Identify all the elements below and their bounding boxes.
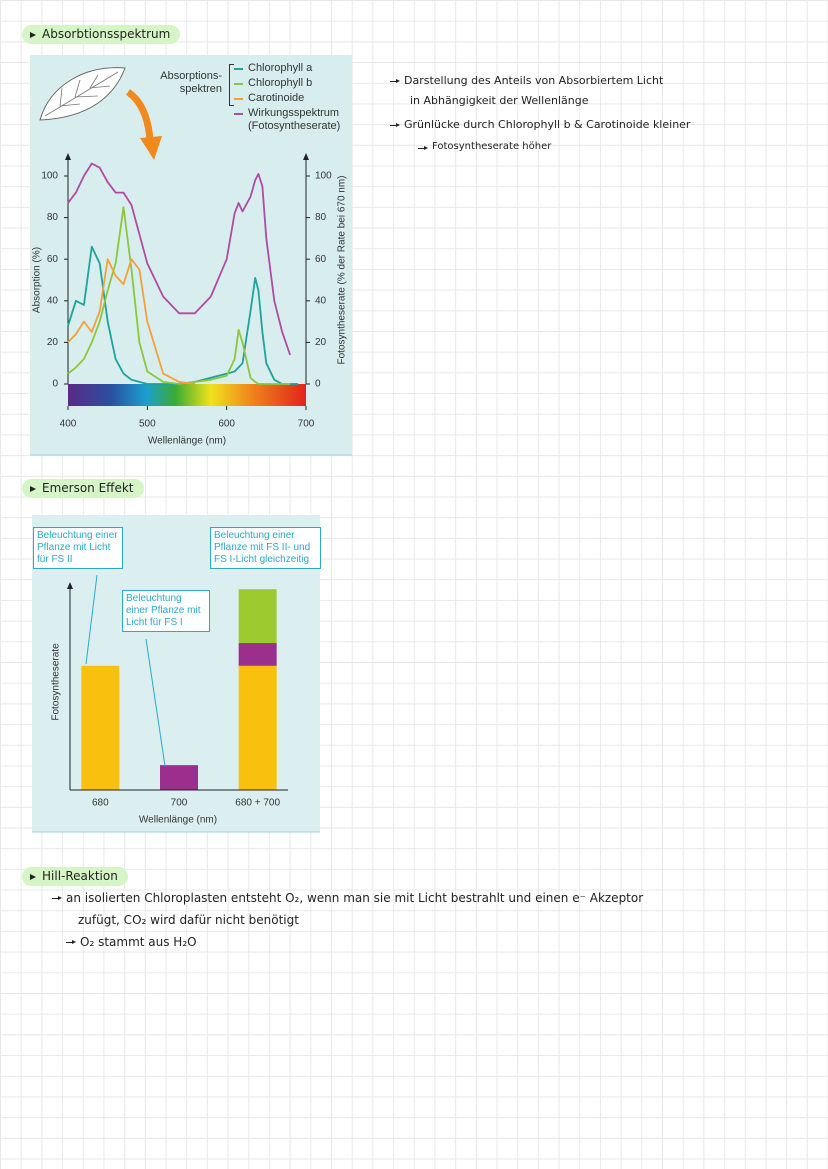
note: an isolierten Chloroplasten entsteht O₂,…: [52, 891, 643, 905]
legend-label: Wirkungsspektrum (Fotosyntheserate): [248, 107, 341, 132]
y2-tick-label: 80: [315, 212, 327, 223]
legend-title: Absorptions-spektren: [140, 70, 222, 96]
legend-label: Chlorophyll b: [248, 77, 313, 89]
series-line: [67, 162, 291, 356]
legend: Chlorophyll a Chlorophyll b Carotinoide Wir…: [230, 62, 350, 135]
x-tick-label: 600: [218, 419, 235, 430]
bar: [238, 589, 277, 644]
leaf-veins: [44, 71, 119, 117]
heading: Emerson Effekt: [22, 479, 144, 498]
x-tick-label: 700: [298, 419, 315, 430]
x-tick-label: 700: [171, 798, 188, 809]
axis-arrow: [65, 153, 71, 160]
note: Grünlücke durch Chlorophyll b & Carotino…: [390, 118, 690, 131]
axis-arrow: [303, 153, 309, 160]
legend-marker: [234, 98, 243, 100]
legend-item: Chlorophyll b: [230, 77, 350, 90]
heading: Absorbtionsspektrum: [22, 25, 181, 44]
y-tick-label: 20: [47, 337, 59, 348]
legend-item: Carotinoide: [230, 92, 350, 105]
y2-tick-label: 0: [315, 379, 321, 390]
y-axis-label: Fotosyntheserate: [51, 643, 62, 721]
callout: Beleuchtung einer Pflanze mit Licht für …: [33, 527, 123, 569]
bar: [238, 665, 277, 790]
y2-tick-label: 20: [315, 337, 327, 348]
bar: [160, 765, 198, 790]
bar: [81, 665, 120, 790]
note: zufügt, CO₂ wird dafür nicht benötigt: [78, 913, 299, 927]
legend-label: Carotinoide: [248, 92, 305, 104]
x-tick-label: 680: [92, 798, 109, 809]
legend-title-line: Absorptions-: [160, 70, 222, 82]
y-tick-label: 100: [41, 171, 58, 182]
legend-marker: [234, 83, 243, 85]
legend-label: Chlorophyll a: [248, 62, 313, 74]
legend-title-line: spektren: [179, 83, 222, 95]
x-axis-label: Wellenlänge (nm): [139, 815, 217, 826]
x-axis-label: Wellenlänge (nm): [148, 436, 226, 447]
legend-bracket: [229, 64, 234, 106]
y-axis-label: Absorption (%): [32, 247, 43, 313]
arrow-head: [140, 136, 162, 160]
note: Darstellung des Anteils von Absorbiertem…: [390, 74, 663, 87]
callout: Beleuchtung einer Pflanze mit Licht für …: [122, 590, 210, 632]
series-line: [67, 206, 291, 385]
callout-line: [145, 638, 166, 767]
y-tick-label: 80: [47, 212, 59, 223]
legend-marker: [234, 113, 243, 115]
spectrum-band: [68, 384, 306, 406]
axis-arrow: [67, 582, 73, 589]
legend-marker: [234, 68, 243, 70]
y2-axis-label: Fotosyntheserate (% der Rate bei 670 nm): [337, 176, 348, 365]
legend-item: Chlorophyll a: [230, 62, 350, 75]
series-line: [67, 258, 196, 385]
note: Fotosyntheserate höher: [418, 141, 551, 152]
x-tick-label: 680 + 700: [235, 798, 280, 809]
y-tick-label: 0: [52, 379, 58, 390]
y2-tick-label: 40: [315, 295, 327, 306]
callout-line: [85, 574, 98, 665]
bar: [238, 643, 277, 666]
y2-tick-label: 100: [315, 171, 332, 182]
y-tick-label: 40: [47, 295, 59, 306]
x-tick-label: 500: [139, 419, 156, 430]
note: in Abhängigkeit der Wellenlänge: [410, 94, 589, 107]
y2-tick-label: 60: [315, 254, 327, 265]
y-tick-label: 60: [47, 254, 59, 265]
heading: Hill-Reaktion: [22, 867, 128, 886]
note: O₂ stammt aus H₂O: [66, 935, 197, 949]
arrow: [125, 89, 154, 141]
legend-item: Wirkungsspektrum (Fotosyntheserate): [230, 107, 350, 133]
x-tick-label: 400: [60, 419, 77, 430]
series-line: [67, 245, 299, 385]
callout: Beleuchtung einer Pflanze mit FS II- und…: [210, 527, 321, 569]
